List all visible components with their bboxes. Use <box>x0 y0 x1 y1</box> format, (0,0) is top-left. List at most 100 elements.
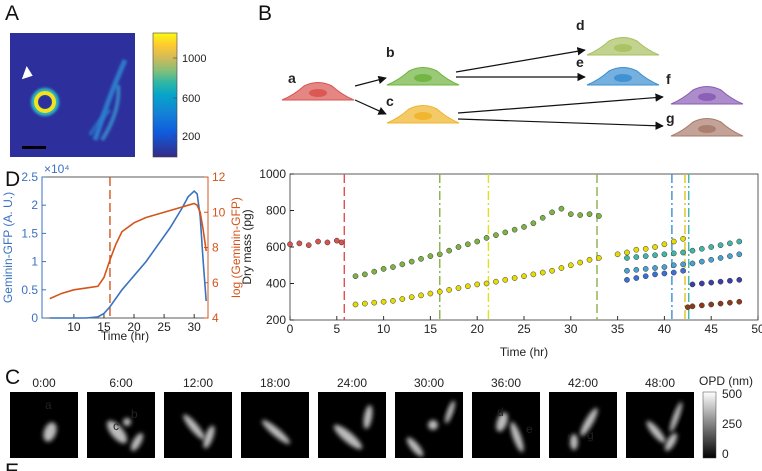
data-point <box>511 226 518 233</box>
data-point <box>727 277 733 284</box>
data-line <box>49 190 207 319</box>
data-point <box>493 232 499 238</box>
y-tick-label: 2 <box>31 198 38 212</box>
x-tick-label: 10 <box>67 320 81 334</box>
y-tick-label: 1000 <box>259 167 286 181</box>
opd-cell <box>496 412 508 432</box>
frame-cell-label: c <box>113 419 119 433</box>
data-point <box>530 271 537 278</box>
y2-tick-label: 4 <box>212 311 219 325</box>
x-tick-label: 10 <box>377 322 391 336</box>
data-point <box>689 260 696 267</box>
colorbar-tick-label: 200 <box>182 131 200 143</box>
data-point <box>596 213 602 219</box>
frame-time: 48:00 <box>645 376 675 390</box>
data-point <box>446 287 452 293</box>
data-point <box>624 255 630 261</box>
data-point <box>371 299 378 306</box>
x-tick-label: 25 <box>517 322 531 336</box>
data-point <box>698 258 705 265</box>
data-point <box>305 242 312 249</box>
opd-cell <box>510 421 524 453</box>
data-point <box>642 245 649 252</box>
data-point <box>624 277 630 283</box>
data-point <box>680 267 686 274</box>
data-point <box>727 240 733 247</box>
data-point <box>642 266 649 272</box>
data-point <box>577 259 584 266</box>
data-point <box>624 249 630 256</box>
data-point <box>596 255 602 261</box>
x-tick-label: 25 <box>157 320 171 334</box>
data-point <box>652 265 658 271</box>
frame-time: 6:00 <box>109 376 133 390</box>
data-point <box>727 299 733 306</box>
frame-cell-label: e <box>526 422 533 436</box>
data-point <box>362 271 368 278</box>
opd-cell <box>664 433 678 451</box>
data-point <box>390 297 396 304</box>
data-point <box>633 266 640 273</box>
opd-cell <box>445 400 455 424</box>
opd-cell <box>183 414 205 440</box>
frame-cell-label: d <box>497 405 504 419</box>
data-point <box>296 240 303 247</box>
data-point <box>455 285 462 291</box>
data-point <box>586 211 593 217</box>
data-point <box>652 252 658 259</box>
frame-time: 30:00 <box>414 376 444 390</box>
panel-label: B <box>258 2 272 25</box>
lineage-arrow <box>457 93 664 114</box>
data-point <box>652 271 658 278</box>
opd-frame <box>318 392 386 458</box>
x-tick-label: 35 <box>611 322 625 336</box>
data-point <box>338 239 345 246</box>
plot-frame <box>289 173 759 321</box>
data-point <box>567 262 574 269</box>
data-point <box>408 258 415 265</box>
y-tick-label: 800 <box>266 204 286 218</box>
x-axis-label: Time (hr) <box>101 329 149 343</box>
data-point <box>689 281 696 288</box>
data-point <box>717 300 724 307</box>
data-point <box>493 278 499 285</box>
data-point <box>427 253 434 259</box>
data-point <box>698 302 705 309</box>
x-tick-label: 20 <box>471 322 485 336</box>
x-tick-label: 15 <box>97 320 111 334</box>
y-axis-label: Geminin-GFP (A. U.) <box>1 192 15 303</box>
data-point <box>464 283 471 290</box>
opd-cell <box>363 405 373 429</box>
opd-cell <box>428 420 438 430</box>
frame-cell-label: f <box>567 432 571 446</box>
panel-label: D <box>5 168 20 191</box>
x-tick-label: 50 <box>751 322 762 336</box>
data-point <box>736 238 743 245</box>
data-point <box>558 265 565 271</box>
data-point <box>708 301 715 308</box>
data-point <box>399 261 406 268</box>
opd-cell <box>646 420 666 444</box>
frame-time: 24:00 <box>337 376 367 390</box>
opd-cell <box>106 420 128 444</box>
data-point <box>661 264 668 270</box>
data-point <box>464 241 471 248</box>
cell-nucleus <box>414 74 432 82</box>
lineage-arrow <box>354 75 387 87</box>
cell-label: a <box>288 70 296 86</box>
data-point <box>633 246 640 253</box>
y2-tick-label: 10 <box>212 205 226 219</box>
cell-nucleus <box>698 93 716 101</box>
cell-nucleus <box>698 125 716 133</box>
opd-frame <box>626 392 694 458</box>
data-point <box>624 267 630 274</box>
opd-colorbar-tick-label: 250 <box>722 417 742 431</box>
data-point <box>521 224 527 230</box>
y-tick-label: 0 <box>31 311 38 325</box>
data-point <box>483 235 490 241</box>
data-point <box>633 254 640 260</box>
data-point <box>436 251 443 258</box>
data-point <box>708 279 715 286</box>
data-point <box>352 301 359 308</box>
